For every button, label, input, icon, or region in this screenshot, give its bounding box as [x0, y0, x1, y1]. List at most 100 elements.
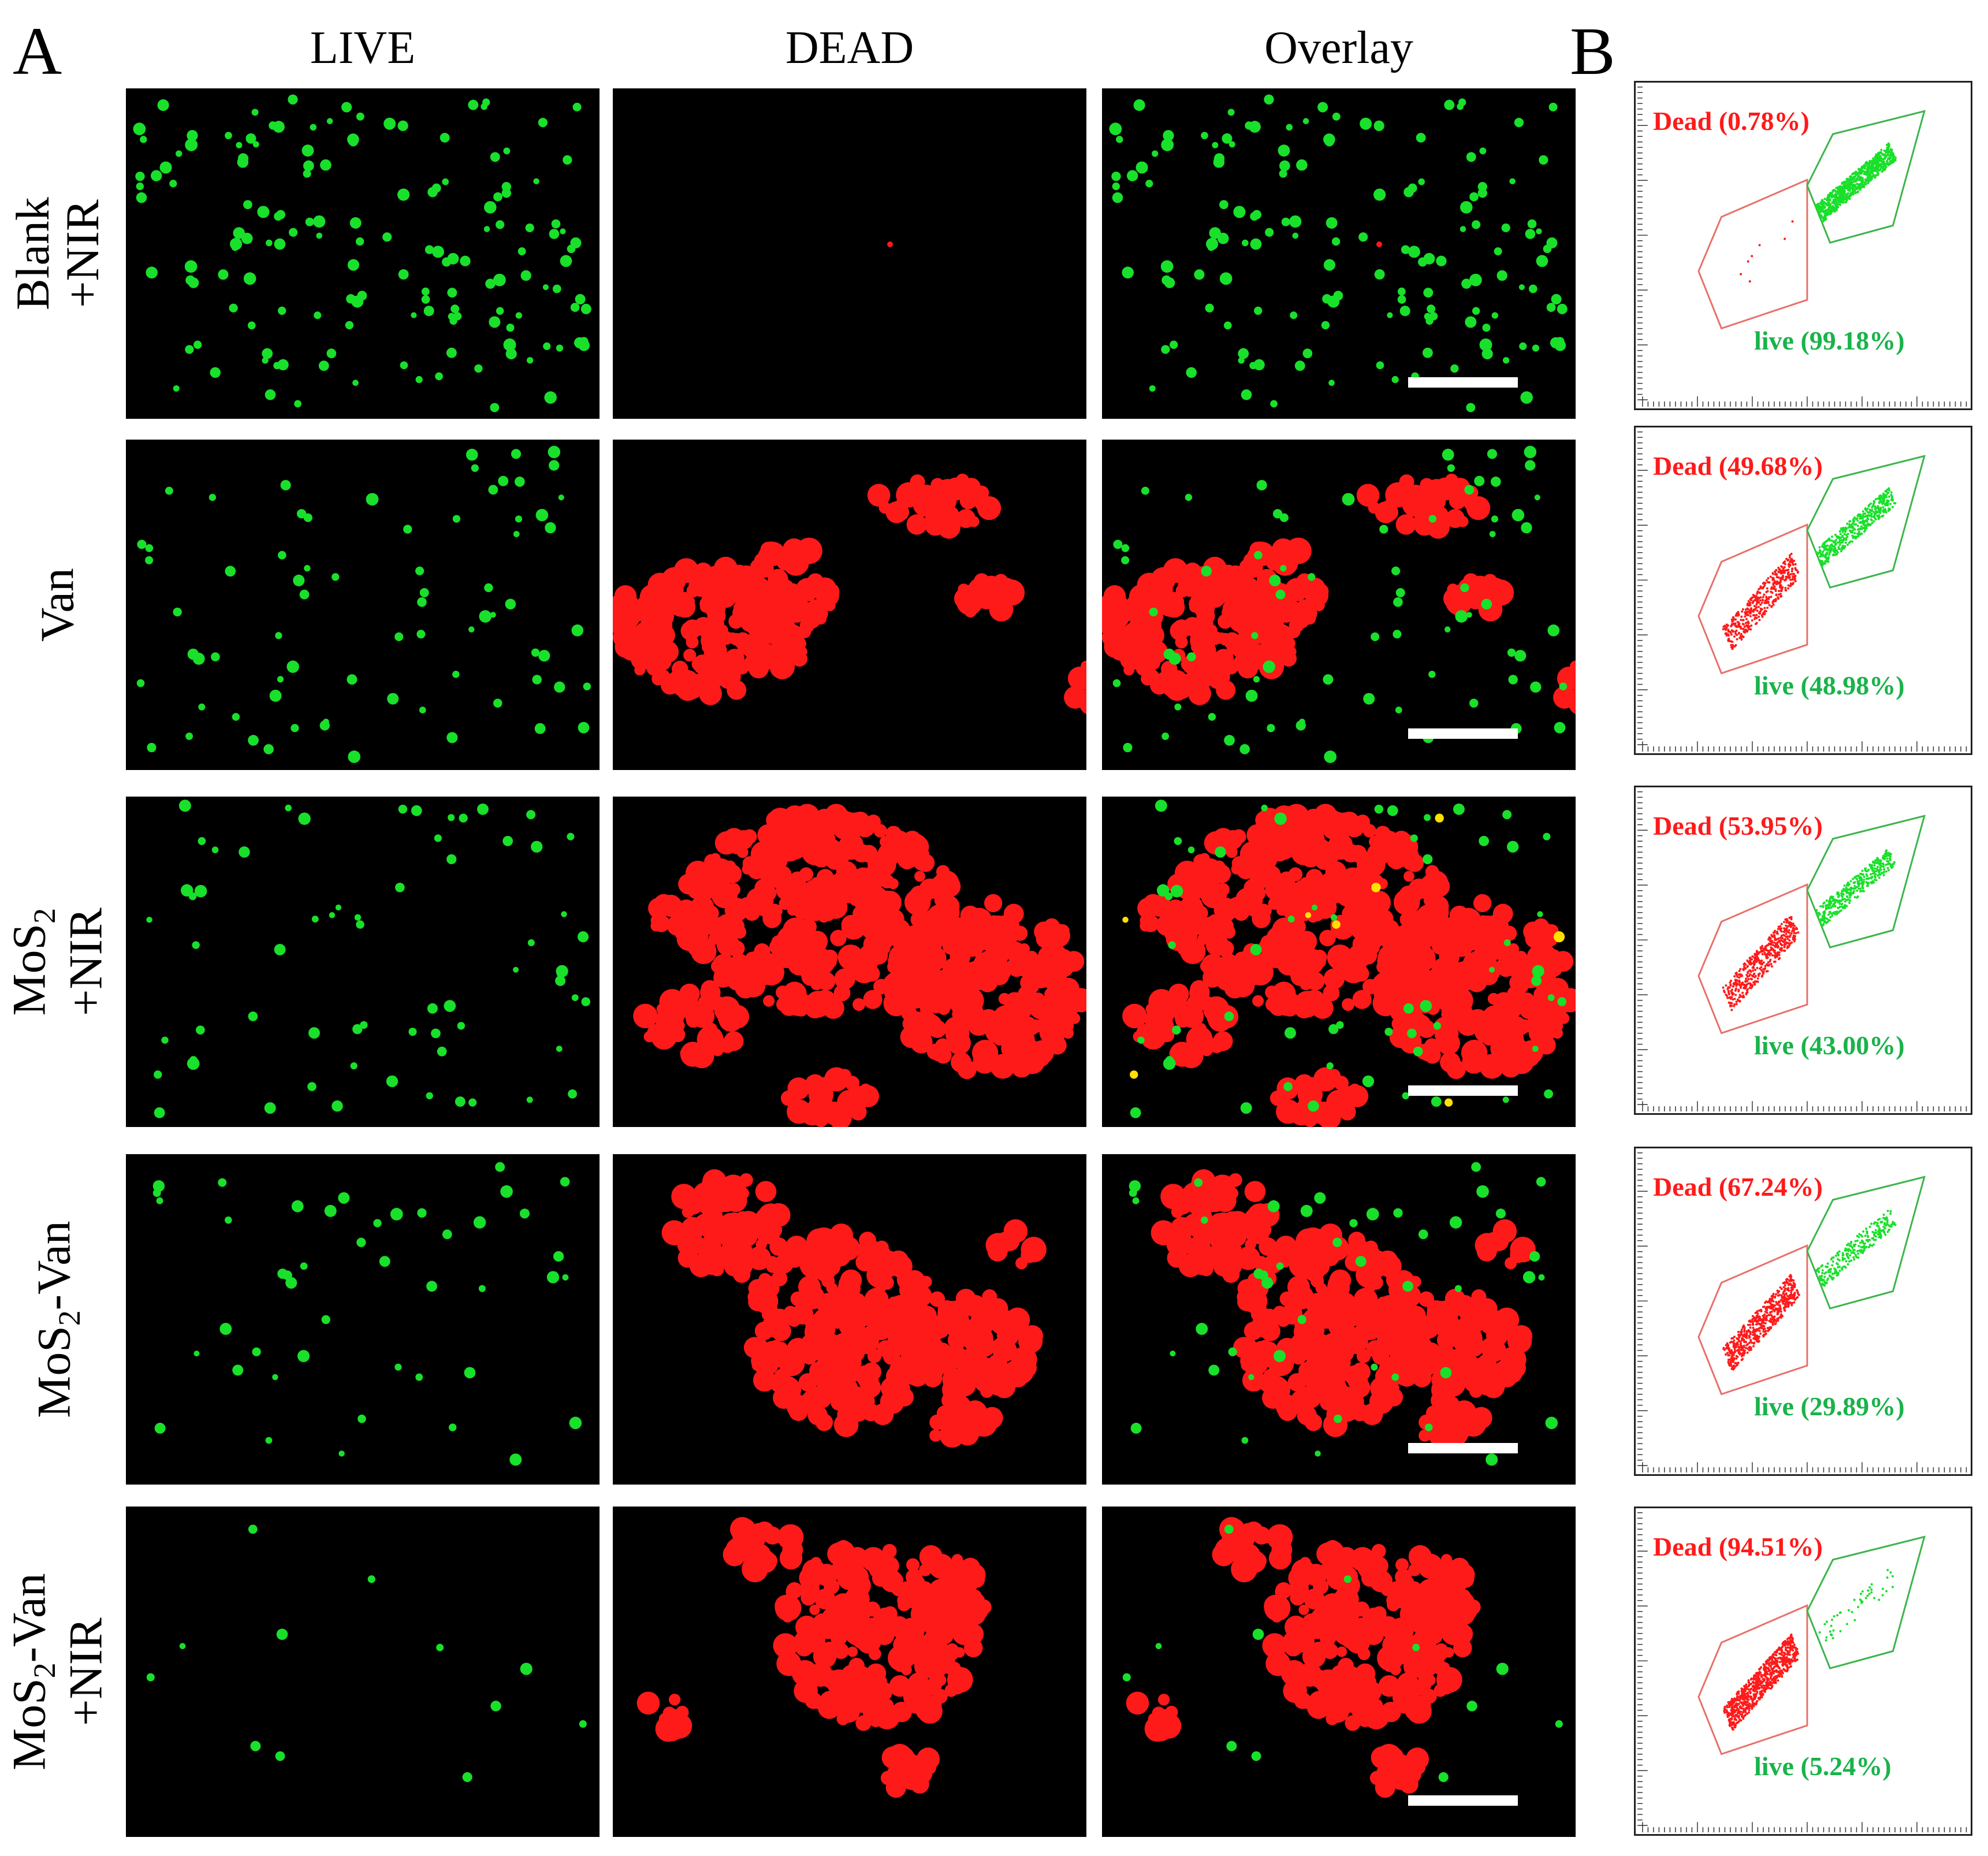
live-cell [194, 884, 207, 898]
row-label-main: Van [31, 568, 84, 642]
dead-cell [876, 851, 888, 864]
live-cell [1224, 1524, 1234, 1534]
live-cell [1165, 1056, 1174, 1064]
live-cell [211, 652, 220, 661]
live-cell [1263, 660, 1275, 673]
live-cell [1472, 220, 1481, 229]
dead-cell [847, 1683, 872, 1706]
live-cell [579, 1720, 587, 1728]
dead-cell [702, 920, 717, 935]
live-cell [442, 178, 449, 185]
live-cell [338, 1450, 345, 1457]
live-event [1826, 210, 1829, 213]
live-cell [156, 1197, 163, 1204]
dead-cell [1150, 675, 1169, 695]
dead-cell [818, 819, 829, 830]
live-cell [318, 360, 329, 371]
dead-cell [1383, 1747, 1404, 1768]
live-event [1883, 156, 1886, 159]
dead-cell [1406, 1698, 1432, 1724]
dead-cell [919, 1335, 932, 1348]
live-cell [1519, 342, 1527, 350]
dead-cell [673, 558, 699, 583]
dead-cell [1280, 650, 1297, 667]
live-cell [395, 883, 405, 892]
live-cell [355, 237, 364, 246]
dead-cell [903, 1625, 918, 1639]
live-cell [272, 1374, 278, 1381]
live-cell [538, 650, 550, 662]
dead-cell [944, 1684, 958, 1697]
dead-cell [959, 931, 985, 957]
live-cell [1530, 681, 1542, 693]
live-cell [152, 1180, 165, 1192]
row-label-text: MoS2 +NIR [3, 907, 112, 1016]
dead-image-row-2 [613, 797, 1086, 1127]
live-cell [1466, 403, 1476, 412]
dead-cell [1305, 869, 1323, 887]
live-cell [345, 321, 354, 330]
dead-cell [788, 871, 806, 889]
live-event [1859, 179, 1862, 182]
dead-cell [935, 1038, 951, 1054]
dead-cell [974, 573, 990, 589]
dead-cell [1457, 516, 1469, 527]
live-cell [1279, 160, 1290, 172]
dead-cell [816, 869, 834, 887]
dead-cell [791, 938, 803, 951]
live-cell [1122, 917, 1129, 923]
row-label-suffix: -Van [2, 1573, 55, 1663]
live-cell [1471, 1162, 1481, 1172]
dead-cell [851, 867, 876, 892]
live-cell [384, 117, 396, 130]
dead-cell [1327, 1359, 1339, 1370]
dead-cell [1397, 485, 1409, 497]
row-label-main: Blank [6, 197, 59, 310]
live-cell [514, 477, 525, 487]
live-cell [1239, 744, 1250, 754]
dead-cell [841, 914, 862, 935]
live-cell [583, 682, 591, 691]
dead-cell [880, 1771, 895, 1786]
dead-cell [823, 583, 840, 600]
live-cell [1121, 556, 1130, 564]
live-cell [1113, 540, 1123, 549]
live-cell [1285, 1027, 1296, 1039]
dead-cell [1298, 1363, 1321, 1387]
dead-cell [1183, 865, 1194, 876]
live-cell [1449, 1216, 1462, 1229]
live-event [1867, 182, 1870, 185]
dead-cell [774, 1254, 794, 1274]
row-label-text: Van [31, 568, 84, 642]
live-cell [1163, 130, 1174, 142]
live-cell [577, 931, 589, 943]
dead-cell [929, 1429, 942, 1442]
live-cell [1490, 477, 1501, 487]
live-cell [574, 337, 586, 349]
live-cell [1324, 750, 1336, 763]
dead-cell [958, 583, 970, 596]
live-cell [1222, 133, 1233, 144]
dead-cell [1253, 1341, 1270, 1357]
dead-event [1751, 255, 1754, 258]
live-cell [1402, 1281, 1413, 1292]
live-cell [1130, 1107, 1141, 1118]
dead-cell [928, 1652, 941, 1665]
live-cell [140, 136, 147, 143]
dead-cell [928, 1579, 954, 1605]
live-cell [1538, 1274, 1545, 1281]
dead-cell [1397, 1650, 1409, 1663]
dead-cell [905, 932, 922, 949]
live-cell [188, 277, 199, 288]
micrograph-canvas [152, 1162, 582, 1466]
live-cell [448, 1423, 457, 1431]
live-cell [580, 303, 591, 314]
dead-cell [653, 652, 672, 671]
dead-cell [997, 597, 1013, 613]
live-cell [434, 834, 442, 842]
live-event [1855, 186, 1858, 189]
dead-cell [696, 901, 709, 915]
dead-cell [942, 509, 963, 530]
dead-cell [1224, 661, 1238, 675]
live-cell [1170, 1351, 1176, 1357]
